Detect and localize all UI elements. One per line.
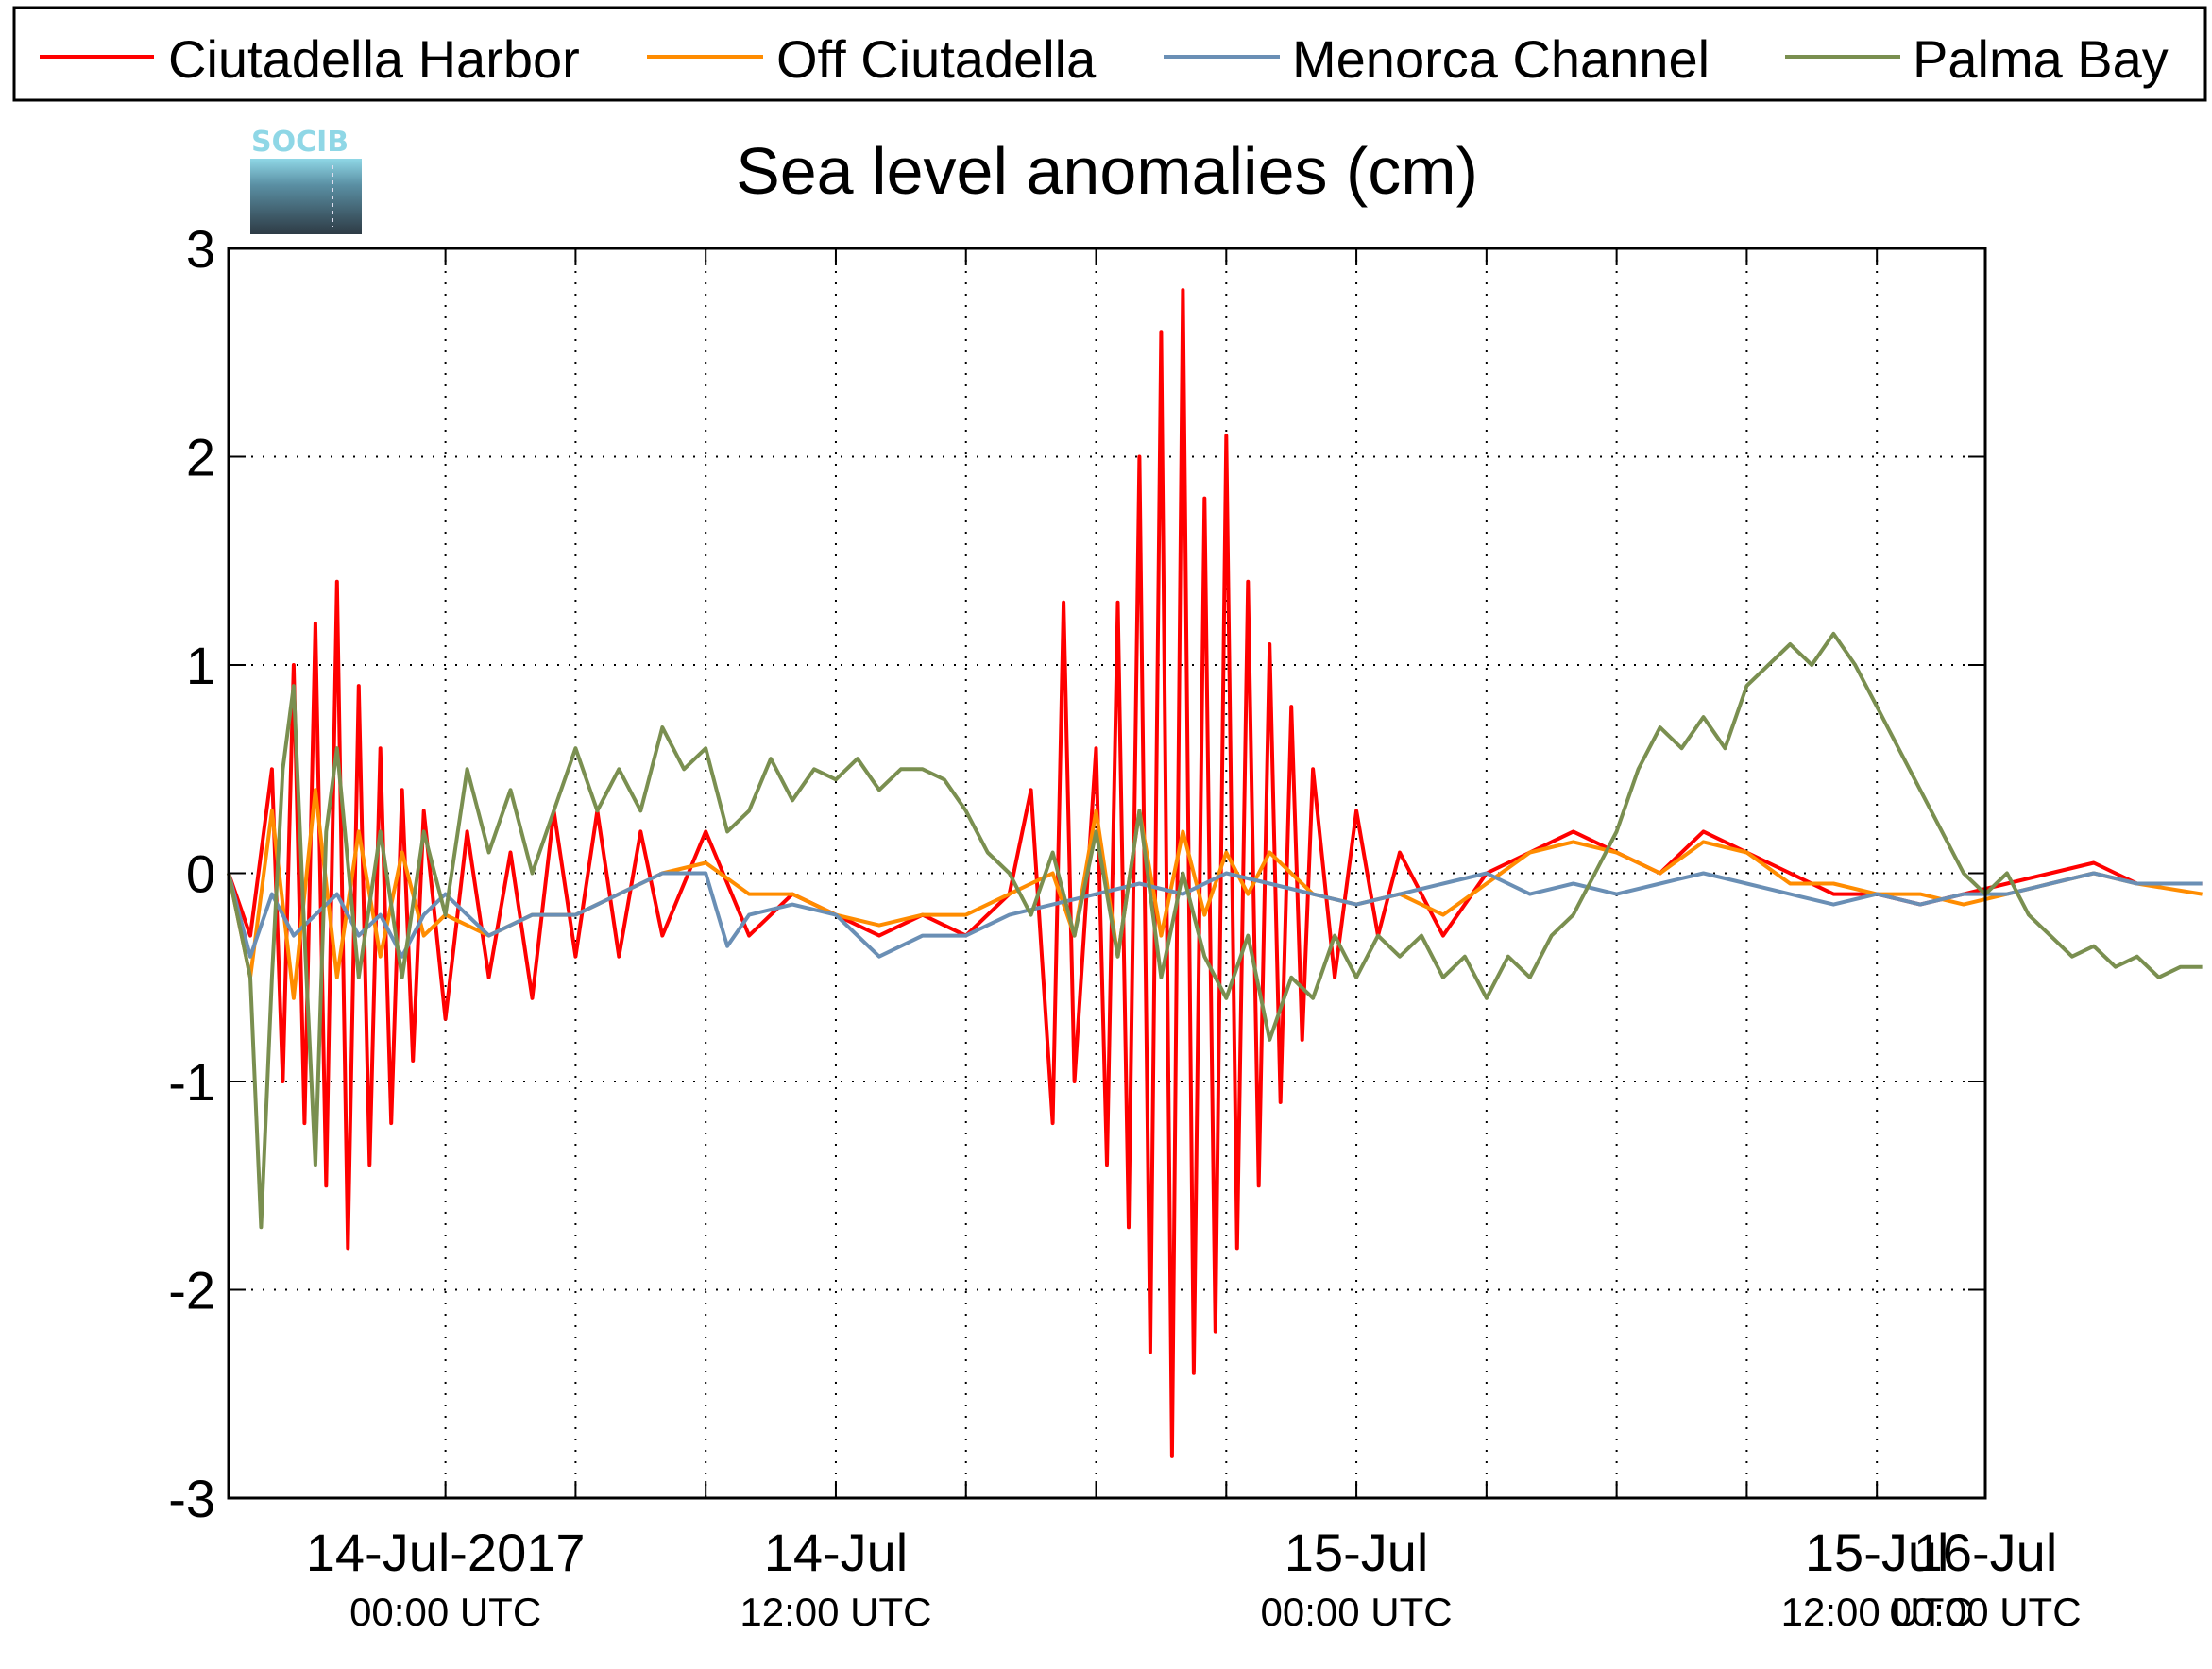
- legend-label-menorca-channel: Menorca Channel: [1292, 29, 1710, 89]
- tick-layer: 3 2 1 0 -1 -2 -3 14-Jul-2017 00:00 UTC 14-Jul 12:0…: [168, 219, 2081, 1634]
- y-tick-label: 1: [186, 636, 215, 695]
- y-tick-label: 3: [186, 219, 215, 279]
- series-line-ciutadella-harbor: [227, 288, 2203, 1458]
- x-tick-label-time: 12:00 UTC: [1781, 1590, 1973, 1634]
- series-layer: [227, 288, 2203, 1458]
- x-tick-label-date: 16-Jul: [1914, 1523, 2058, 1582]
- x-tick-label-time: 12:00 UTC: [740, 1590, 931, 1634]
- legend-label-ciutadella-harbor: Ciutadella Harbor: [168, 29, 580, 89]
- legend-label-off-ciutadella: Off Ciutadella: [776, 29, 1097, 89]
- x-tick-label-date: 15-Jul: [1805, 1523, 1949, 1582]
- x-tick-label-time: 00:00 UTC: [1261, 1590, 1453, 1634]
- y-tick-label: 2: [186, 428, 215, 487]
- legend-label-palma-bay: Palma Bay: [1913, 29, 2169, 89]
- x-tick-label-date: 14-Jul: [764, 1523, 909, 1582]
- x-tick-label-time: 00:00 UTC: [1889, 1590, 2081, 1634]
- logo-text: SOCIB: [251, 126, 349, 159]
- x-tick-label-date: 15-Jul: [1285, 1523, 1429, 1582]
- socib-logo: SOCIB: [250, 126, 362, 234]
- y-tick-label: 0: [186, 844, 215, 904]
- series-line-palma-bay: [227, 631, 2203, 1230]
- y-tick-label: -2: [168, 1261, 215, 1320]
- series-line-menorca-channel: [227, 871, 2203, 959]
- y-tick-label: -1: [168, 1052, 215, 1112]
- chart-title: Sea level anomalies (cm): [736, 134, 1478, 208]
- legend: Ciutadella Harbor Off Ciutadella Menorca…: [12, 6, 2207, 102]
- y-tick-label: -3: [168, 1469, 215, 1528]
- x-tick-label-time: 00:00 UTC: [349, 1590, 541, 1634]
- x-tick-label-date: 14-Jul-2017: [306, 1523, 586, 1582]
